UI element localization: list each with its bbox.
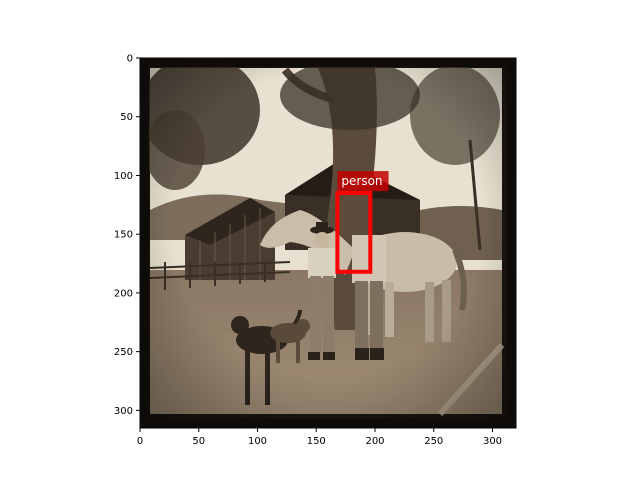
detection-layer: person: [335, 171, 389, 274]
x-tick-label: 100: [248, 436, 267, 447]
detection-label-bg: [337, 171, 389, 192]
y-tick-label: 0: [127, 54, 133, 65]
detection-box: [335, 191, 373, 274]
y-tick-label: 50: [120, 112, 133, 123]
x-tick-label: 150: [307, 436, 326, 447]
x-tick-label: 250: [424, 436, 443, 447]
detection-label: person: [341, 174, 382, 188]
x-axis: 0 50 100 150 200 250 300: [137, 428, 502, 447]
y-tick-label: 100: [114, 171, 133, 182]
x-tick-label: 200: [365, 436, 384, 447]
y-axis: 0 50 100 150 200 250 300: [114, 54, 140, 417]
photo: [140, 58, 516, 428]
y-tick-label: 150: [114, 230, 133, 241]
y-tick-label: 250: [114, 347, 133, 358]
x-tick-label: 0: [137, 436, 143, 447]
y-tick-label: 200: [114, 288, 133, 299]
y-tick-label: 300: [114, 406, 133, 417]
x-tick-label: 300: [483, 436, 502, 447]
axes-frame: [139, 57, 517, 429]
x-tick-label: 50: [192, 436, 205, 447]
